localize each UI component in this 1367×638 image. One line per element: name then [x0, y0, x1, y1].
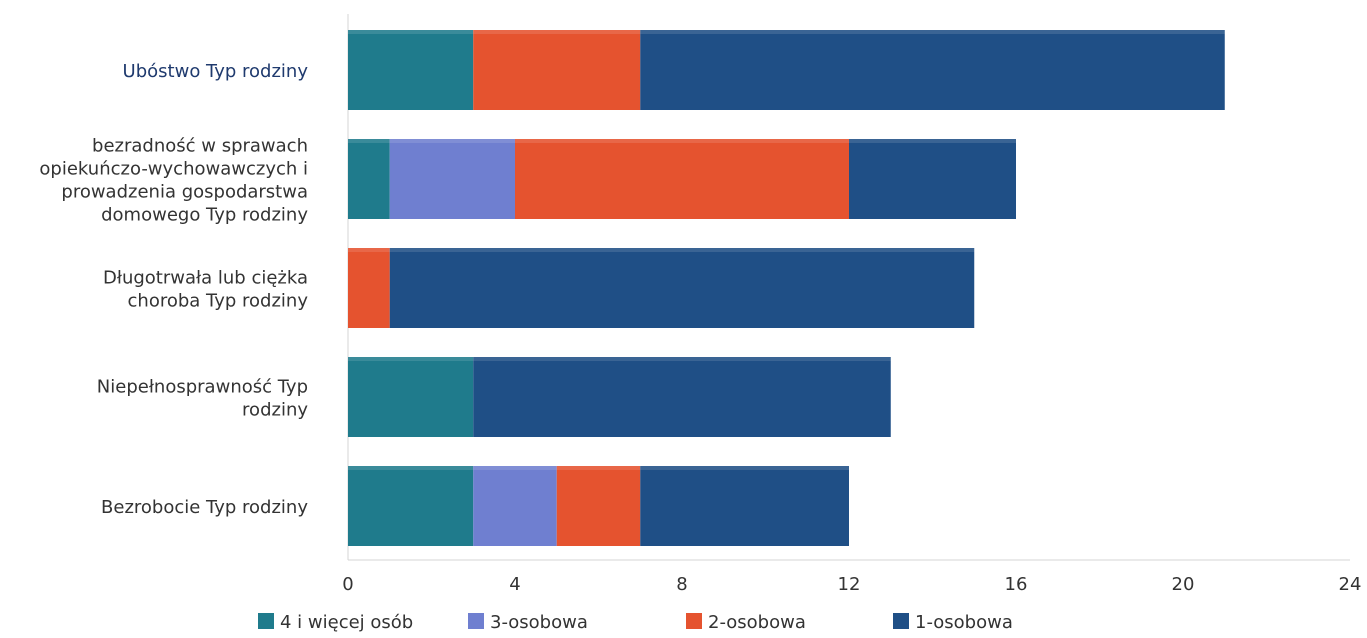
x-tick-label: 8	[676, 574, 687, 595]
bars: 4 i więcej osób: 32-osobowa: 41-osobowa:…	[348, 30, 1225, 546]
category-label: Ubóstwo Typ rodziny	[123, 61, 309, 82]
bar-segment-1-osobowa: 1-osobowa: 14	[389, 248, 975, 328]
bar-segment-highlight	[473, 30, 641, 34]
bar-segment-1-osobowa: 1-osobowa: 5	[640, 466, 849, 546]
bar-segment-3-osobowa: 3-osobowa: 2	[473, 466, 557, 546]
bar-segment-highlight	[473, 466, 557, 470]
legend-item: 2-osobowa	[686, 612, 806, 633]
bar-row: 2-osobowa: 11-osobowa: 14	[348, 248, 975, 328]
bar-segment-4-i-więcej-osób: 4 i więcej osób: 1	[348, 139, 390, 219]
bar-segment-highlight	[556, 466, 641, 470]
bar-segment-highlight	[389, 139, 515, 143]
legend-item: 3-osobowa	[468, 612, 588, 633]
bar-segment-highlight	[348, 466, 474, 470]
bar-segment-4-i-więcej-osób: 4 i więcej osób: 3	[348, 30, 474, 110]
legend-label: 3-osobowa	[490, 612, 588, 633]
legend: 4 i więcej osób 3-osobowa 2-osobowa 1-osobo…	[258, 612, 1013, 633]
legend-item: 1-osobowa	[893, 612, 1013, 633]
legend-swatch	[893, 613, 909, 629]
bar-segment-highlight	[473, 357, 891, 361]
bar-segment-2-osobowa: 2-osobowa: 4	[473, 30, 641, 110]
bar-segment-4-i-więcej-osób: 4 i więcej osób: 3	[348, 357, 474, 437]
category-labels: Ubóstwo Typ rodziny bezradność w sprawach…	[39, 61, 308, 518]
x-tick-labels: 0 4 8 12 16 20 24	[342, 574, 1361, 595]
bar-segment-highlight	[515, 139, 849, 143]
bar-segment-highlight	[640, 30, 1225, 34]
bar-segment-highlight	[348, 248, 390, 252]
category-label: Długotrwała lub ciężka choroba Typ rodzin…	[103, 268, 308, 312]
legend-label: 2-osobowa	[708, 612, 806, 633]
legend-swatch	[258, 613, 274, 629]
bar-segment-highlight	[348, 357, 474, 361]
bar-segment-highlight	[389, 248, 975, 252]
bar-segment-4-i-więcej-osób: 4 i więcej osób: 3	[348, 466, 474, 546]
x-tick-label: 20	[1172, 574, 1195, 595]
bar-row: 4 i więcej osób: 33-osobowa: 22-osobowa:…	[348, 466, 849, 546]
bar-segment-2-osobowa: 2-osobowa: 1	[348, 248, 390, 328]
bar-segment-2-osobowa: 2-osobowa: 8	[515, 139, 849, 219]
bar-row: 4 i więcej osób: 31-osobowa: 10	[348, 357, 891, 437]
legend-item: 4 i więcej osób	[258, 612, 413, 633]
x-tick-label: 12	[838, 574, 861, 595]
category-label: Bezrobocie Typ rodziny	[101, 497, 308, 518]
bar-segment-1-osobowa: 1-osobowa: 10	[473, 357, 891, 437]
x-tick-label: 4	[509, 574, 520, 595]
legend-swatch	[686, 613, 702, 629]
bar-segment-highlight	[348, 30, 474, 34]
bar-segment-3-osobowa: 3-osobowa: 3	[389, 139, 515, 219]
category-label: bezradność w sprawach opiekuńczo-wychowaw…	[39, 136, 308, 226]
bar-segment-2-osobowa: 2-osobowa: 2	[556, 466, 641, 546]
bar-segment-1-osobowa: 1-osobowa: 14	[640, 30, 1225, 110]
legend-label: 4 i więcej osób	[280, 612, 413, 633]
bar-row: 4 i więcej osób: 13-osobowa: 32-osobowa:…	[348, 139, 1016, 219]
category-label: Niepełnosprawność Typ rodziny	[97, 377, 309, 421]
bar-row: 4 i więcej osób: 32-osobowa: 41-osobowa:…	[348, 30, 1225, 110]
bar-segment-highlight	[849, 139, 1016, 143]
x-tick-label: 16	[1005, 574, 1028, 595]
legend-label: 1-osobowa	[915, 612, 1013, 633]
bar-segment-highlight	[640, 466, 849, 470]
x-tick-label: 0	[342, 574, 353, 595]
x-tick-label: 24	[1339, 574, 1362, 595]
bar-segment-1-osobowa: 1-osobowa: 4	[849, 139, 1016, 219]
legend-swatch	[468, 613, 484, 629]
bar-segment-highlight	[348, 139, 390, 143]
